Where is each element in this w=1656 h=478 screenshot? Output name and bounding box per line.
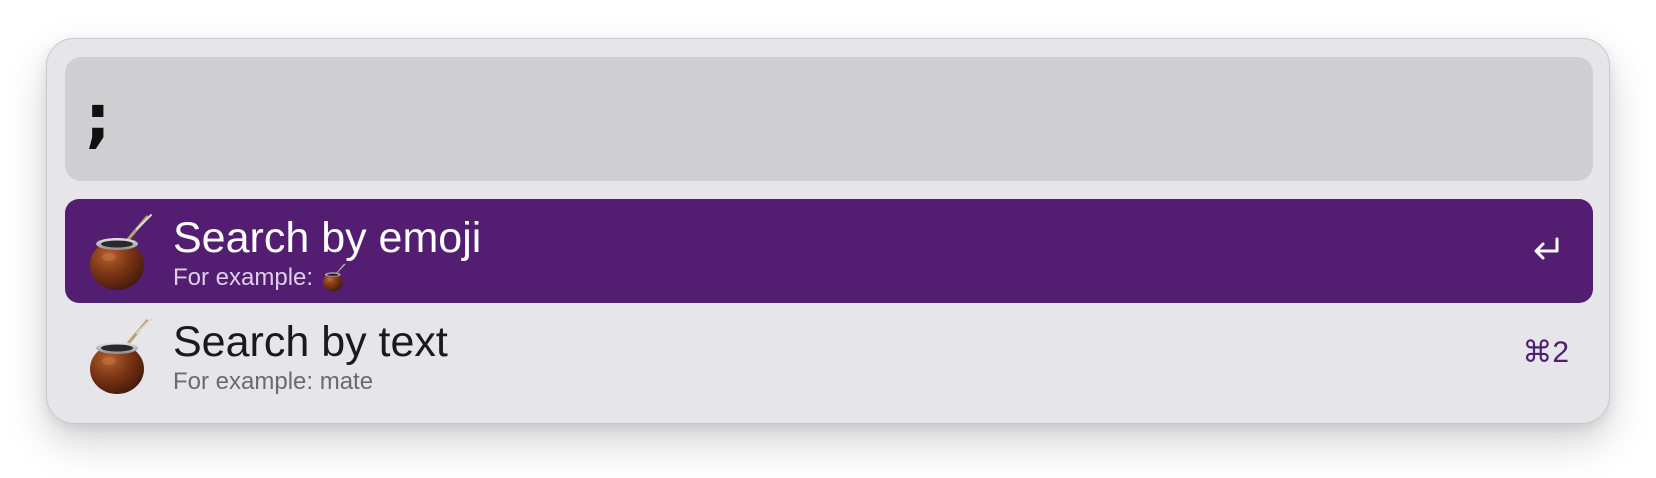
keyboard-shortcut: ⌘2 <box>1522 336 1569 369</box>
launcher-window: ; Search by emoji For example: Search by… <box>46 38 1610 424</box>
result-title: Search by emoji <box>173 214 482 262</box>
subtitle-text: For example: mate <box>173 368 374 395</box>
result-title: Search by text <box>173 318 448 366</box>
mate-gourd-icon <box>85 213 161 293</box>
result-search-by-emoji[interactable]: Search by emoji For example: <box>65 199 1593 303</box>
subtitle-text: For example: <box>173 264 314 291</box>
mate-gourd-icon <box>85 317 161 397</box>
result-subtitle: For example: mate <box>173 367 373 397</box>
search-input[interactable]: ; <box>65 57 1593 181</box>
mate-gourd-icon <box>321 263 349 293</box>
return-key-icon <box>1534 237 1559 260</box>
result-search-by-text[interactable]: Search by text For example: mate ⌘2 <box>65 303 1593 407</box>
search-query-text: ; <box>85 82 111 156</box>
result-subtitle: For example: <box>173 263 349 293</box>
